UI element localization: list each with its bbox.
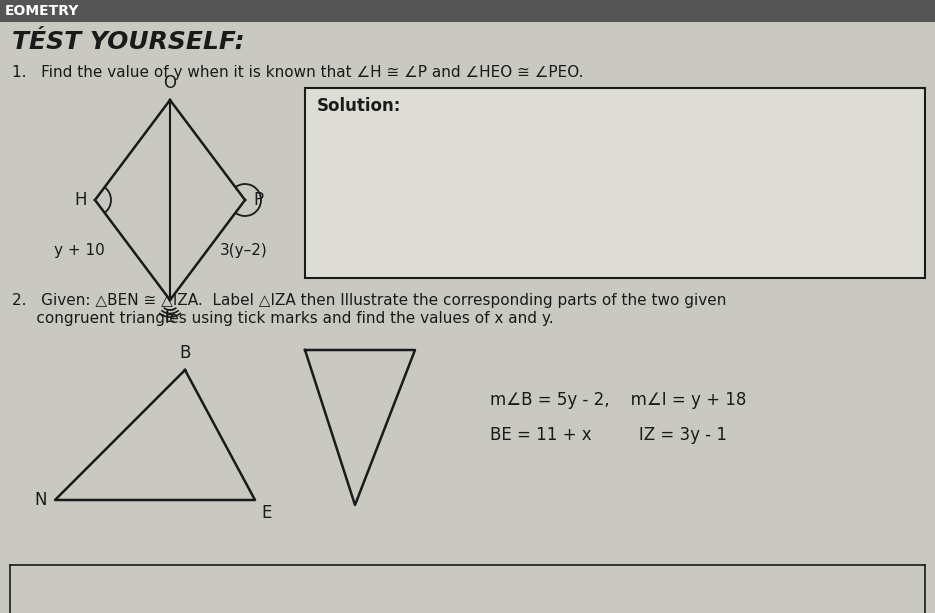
Text: B: B <box>180 344 191 362</box>
Text: H: H <box>75 191 87 209</box>
Text: BE = 11 + x         IZ = 3y - 1: BE = 11 + x IZ = 3y - 1 <box>490 426 727 444</box>
Text: E: E <box>261 504 271 522</box>
Text: 1.   Find the value of y when it is known that ∠H ≅ ∠P and ∠HEO ≅ ∠PEO.: 1. Find the value of y when it is known … <box>12 64 583 80</box>
Text: y + 10: y + 10 <box>53 243 105 257</box>
FancyBboxPatch shape <box>0 0 935 22</box>
Text: O: O <box>164 74 177 92</box>
Text: 2.   Given: △BEN ≅ △IZA.  Label △IZA then Illustrate the corresponding parts of : 2. Given: △BEN ≅ △IZA. Label △IZA then I… <box>12 292 726 308</box>
Text: TÉST YOURSELF:: TÉST YOURSELF: <box>12 30 245 54</box>
Text: congruent triangles using tick marks and find the values of x and y.: congruent triangles using tick marks and… <box>12 311 554 326</box>
FancyBboxPatch shape <box>305 88 925 278</box>
Text: EOMETRY: EOMETRY <box>5 4 79 18</box>
Text: N: N <box>35 491 47 509</box>
Text: 3(y–2): 3(y–2) <box>220 243 267 257</box>
Text: E: E <box>165 308 175 326</box>
Text: m∠B = 5y - 2,    m∠I = y + 18: m∠B = 5y - 2, m∠I = y + 18 <box>490 391 746 409</box>
Text: Solution:: Solution: <box>317 97 401 115</box>
Text: P: P <box>253 191 263 209</box>
